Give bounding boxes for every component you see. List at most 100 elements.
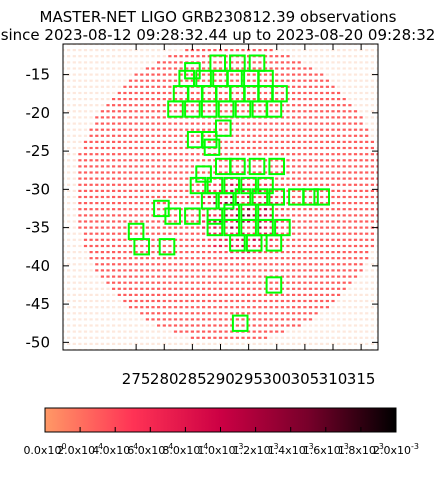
sky-pixel <box>292 269 296 272</box>
sky-pixel <box>314 165 318 168</box>
sky-pixel <box>190 128 194 131</box>
sky-pixel <box>83 73 88 76</box>
sky-pixel <box>151 189 155 192</box>
sky-pixel <box>370 238 374 241</box>
sky-pixel <box>235 293 239 296</box>
sky-pixel <box>117 342 121 345</box>
sky-pixel <box>106 251 110 254</box>
sky-pixel <box>173 110 178 113</box>
sky-pixel <box>63 61 65 64</box>
sky-pixel <box>112 49 116 52</box>
sky-pixel <box>348 91 352 95</box>
sky-pixel <box>258 140 262 143</box>
sky-pixel <box>370 122 374 125</box>
sky-pixel <box>157 202 161 205</box>
sky-pixel <box>297 244 301 248</box>
sky-pixel <box>359 202 363 205</box>
sky-pixel <box>303 318 307 321</box>
sky-pixel <box>151 220 155 223</box>
sky-pixel <box>112 189 116 192</box>
sky-pixel <box>275 98 279 101</box>
sky-pixel <box>145 342 149 345</box>
sky-pixel <box>297 299 301 303</box>
sky-pixel <box>325 281 329 284</box>
sky-pixel <box>303 73 307 76</box>
sky-pixel <box>72 73 76 76</box>
sky-pixel <box>365 153 369 156</box>
sky-pixel <box>168 91 172 95</box>
sky-pixel <box>157 330 161 333</box>
sky-pixel <box>359 324 363 327</box>
sky-pixel <box>280 330 284 333</box>
sky-pixel <box>247 312 251 315</box>
sky-pixel <box>190 251 194 254</box>
sky-pixel <box>202 299 206 303</box>
sky-pixel <box>252 67 256 70</box>
sky-pixel <box>241 122 245 125</box>
sky-pixel <box>314 67 318 70</box>
observation-field <box>302 188 319 206</box>
sky-pixel <box>314 122 318 125</box>
sky-pixel <box>117 177 121 180</box>
sky-pixel <box>63 269 65 272</box>
sky-pixel <box>123 275 127 278</box>
sky-pixel <box>72 226 76 229</box>
observation-field <box>212 69 229 88</box>
sky-pixel <box>157 171 161 174</box>
sky-pixel <box>235 67 239 70</box>
sky-pixel <box>151 336 155 339</box>
sky-pixel <box>83 287 88 290</box>
sky-pixel <box>134 281 138 284</box>
sky-pixel <box>63 79 65 82</box>
sky-pixel <box>308 61 313 64</box>
sky-pixel <box>342 336 346 339</box>
sky-pixel <box>106 61 110 64</box>
sky-pixel <box>320 312 324 315</box>
sky-pixel <box>67 183 71 186</box>
sky-pixel <box>218 165 223 168</box>
sky-pixel <box>151 275 155 278</box>
sky-pixel <box>241 214 245 217</box>
sky-pixel <box>337 293 341 296</box>
sky-pixel <box>292 330 296 333</box>
sky-pixel <box>337 61 341 64</box>
sky-pixel <box>230 44 234 46</box>
sky-pixel <box>247 134 251 137</box>
sky-pixel <box>224 342 228 345</box>
sky-pixel <box>348 128 352 131</box>
observation-field <box>217 100 235 118</box>
sky-pixel <box>78 85 82 88</box>
sky-pixel <box>112 293 116 296</box>
sky-pixel <box>365 275 369 278</box>
sky-pixel <box>168 312 172 315</box>
sky-pixel <box>342 177 346 180</box>
sky-pixel <box>168 98 172 101</box>
sky-pixel <box>190 318 194 321</box>
sky-pixel <box>365 44 369 46</box>
sky-pixel <box>162 73 166 76</box>
sky-pixel <box>258 146 262 150</box>
sky-pixel <box>247 79 251 82</box>
sky-pixel <box>78 146 82 150</box>
observation-field <box>164 207 181 225</box>
sky-pixel <box>72 122 76 125</box>
sky-pixel <box>331 159 335 162</box>
sky-pixel <box>173 146 178 150</box>
sky-pixel <box>263 208 268 211</box>
sky-pixel <box>83 312 88 315</box>
sky-pixel <box>241 146 245 150</box>
sky-pixel <box>252 269 256 272</box>
sky-pixel <box>252 220 256 223</box>
sky-pixel <box>202 330 206 333</box>
sky-pixel <box>370 330 374 333</box>
sky-pixel <box>325 61 329 64</box>
sky-pixel <box>123 159 127 162</box>
sky-pixel <box>258 251 262 254</box>
sky-pixel <box>325 287 329 290</box>
sky-pixel <box>230 299 234 303</box>
sky-pixel <box>247 330 251 333</box>
sky-pixel <box>95 281 99 284</box>
sky-pixel <box>353 220 358 223</box>
sky-pixel <box>151 251 155 254</box>
sky-pixel <box>196 49 200 52</box>
